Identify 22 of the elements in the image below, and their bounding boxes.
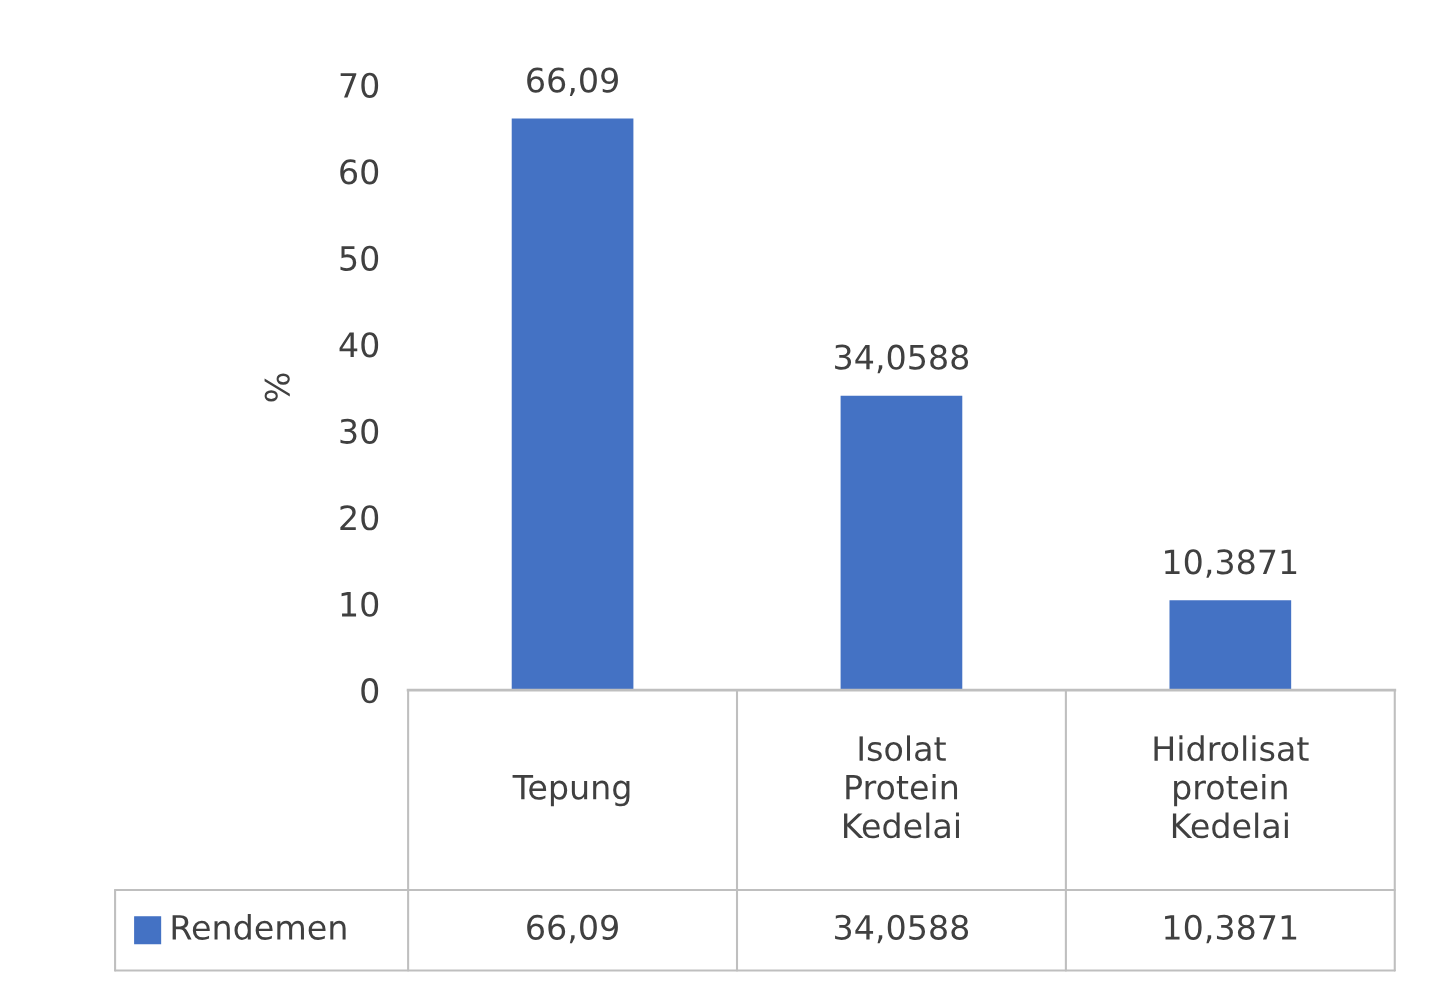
bar	[1169, 600, 1292, 691]
bar	[511, 118, 634, 691]
y-tick-label: 30	[340, 418, 379, 444]
data-label: 66,09	[527, 914, 618, 944]
y-tick-label: 20	[340, 505, 379, 531]
text: 10,3871	[1165, 549, 1297, 578]
data-label: 10,3871	[1165, 914, 1297, 944]
y-tick-label: 60	[340, 159, 379, 185]
y-tick-label: 0	[361, 678, 379, 704]
data-label: 34,0588	[835, 914, 969, 944]
y-axis-title: %	[264, 373, 290, 402]
y-tick-label: 10	[341, 591, 379, 617]
bar	[840, 395, 963, 691]
x-tick-label: Tepung	[512, 774, 630, 807]
y-tick-label: 40	[339, 332, 379, 358]
x-tick-label: Isolat Protein Kedelai	[844, 735, 959, 839]
legend-label: Rendemen	[172, 914, 346, 940]
text: 66,09	[527, 67, 618, 97]
y-tick-label: 50	[340, 245, 379, 271]
text: 34,0588	[835, 344, 969, 374]
y-tick-label: 70	[340, 72, 379, 98]
x-tick-label: Hidrolisat protein Kedelai	[1154, 735, 1309, 839]
